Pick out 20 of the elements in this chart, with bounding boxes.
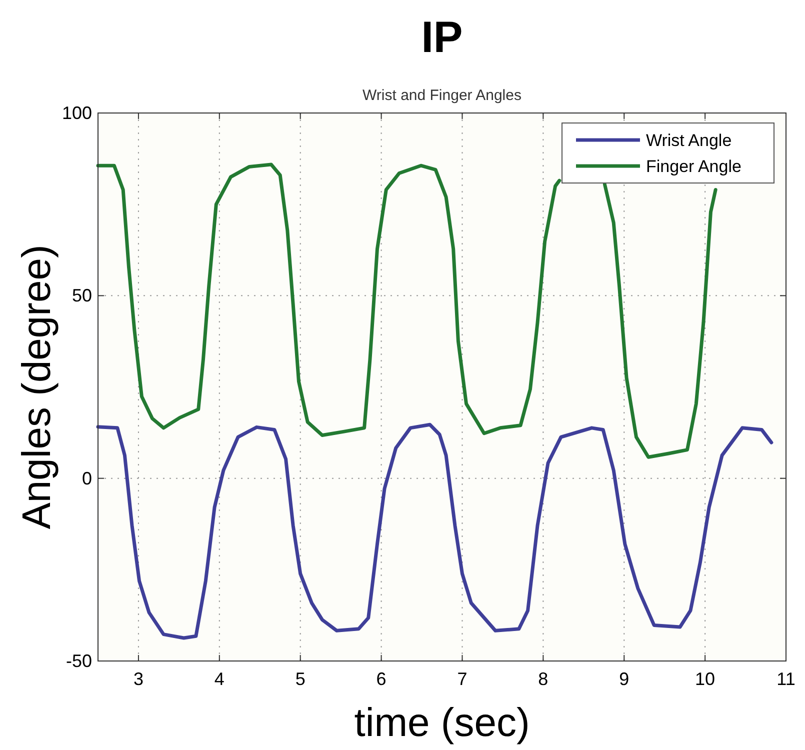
x-tick-label: 8	[538, 669, 548, 689]
x-tick-label: 7	[457, 669, 468, 689]
x-axis-title: time (sec)	[354, 701, 530, 745]
x-tick-label: 6	[376, 669, 386, 689]
x-tick-label: 5	[295, 669, 306, 689]
chart-subtitle: Wrist and Finger Angles	[362, 87, 522, 104]
line-series	[96, 422, 774, 640]
x-tick-label: 9	[619, 669, 630, 689]
chart-title: IP	[421, 13, 463, 62]
x-tick-label: 11	[776, 669, 796, 689]
legend-label: Finger Angle	[646, 157, 742, 176]
y-tick-label: 100	[62, 103, 92, 123]
x-tick-label: 3	[133, 669, 144, 689]
y-tick-label: 0	[82, 468, 92, 488]
y-tick-label: -50	[66, 651, 92, 671]
x-tick-label: 10	[695, 669, 716, 689]
y-axis-title: Angles (degree)	[15, 244, 59, 530]
legend-label: Wrist Angle	[646, 131, 732, 150]
x-tick-label: 4	[214, 669, 224, 689]
y-tick-label: 50	[72, 286, 92, 306]
